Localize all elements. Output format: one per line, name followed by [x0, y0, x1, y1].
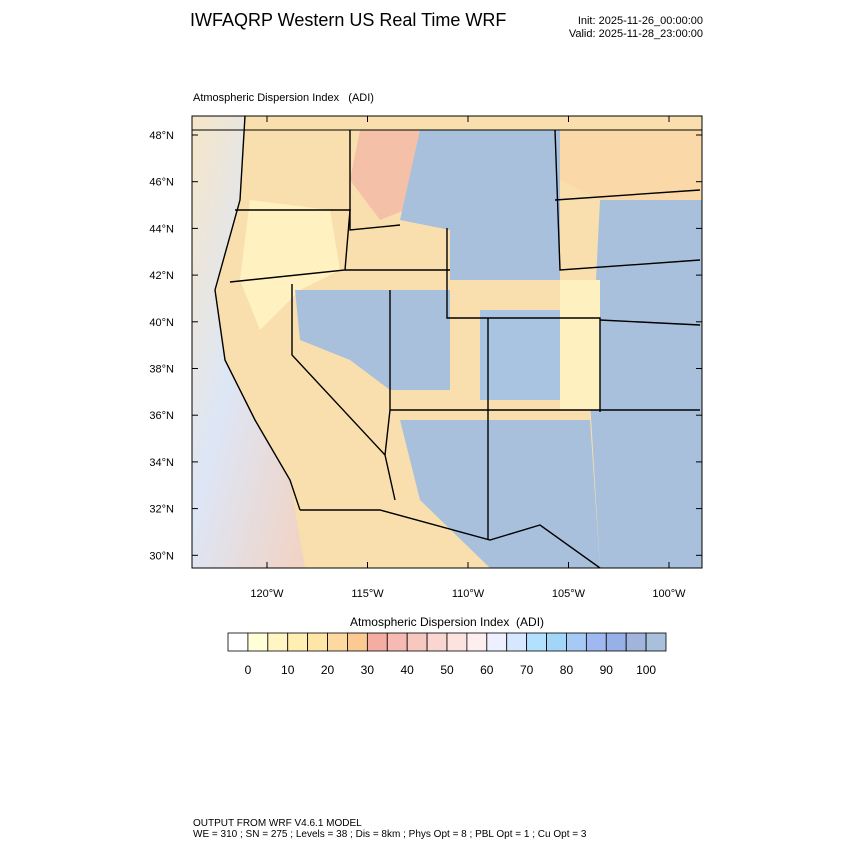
- lon-label: 115°W: [351, 588, 384, 600]
- lat-label: 42°N: [149, 270, 174, 282]
- field-patch: [560, 280, 600, 410]
- colorbar-tick-label: 20: [321, 663, 335, 677]
- lon-label: 105°W: [552, 588, 586, 600]
- lat-label: 46°N: [149, 177, 174, 189]
- colorbar-box: [645, 632, 667, 652]
- colorbar-box: [227, 632, 249, 652]
- field-patch: [480, 310, 560, 400]
- colorbar-box: [506, 632, 528, 652]
- lat-label: 40°N: [149, 317, 174, 329]
- lat-label: 48°N: [149, 130, 174, 142]
- border: [554, 129, 701, 271]
- colorbar-box: [247, 632, 269, 652]
- colorbar-box: [366, 632, 388, 652]
- colorbar-box: [446, 632, 468, 652]
- colorbar-box: [605, 632, 627, 652]
- lat-label: 34°N: [149, 457, 174, 469]
- field-patch: [400, 130, 560, 280]
- border: [291, 284, 396, 501]
- colorbar-label: Atmospheric Dispersion Index (ADI): [350, 615, 544, 629]
- colorbar-tick-label: 10: [281, 663, 295, 677]
- colorbar-tick-label: 50: [440, 663, 454, 677]
- border: [554, 189, 701, 201]
- colorbar-tick-label: 60: [480, 663, 494, 677]
- colorbar-tick-label: 0: [245, 663, 252, 677]
- lat-label: 38°N: [149, 364, 174, 376]
- colorbar-tick-label: 100: [636, 663, 656, 677]
- colorbar-tick-label: 90: [600, 663, 614, 677]
- footer-line: WE = 310 ; SN = 275 ; Levels = 38 ; Dis …: [193, 829, 587, 840]
- field-patch: [400, 420, 600, 568]
- lat-label: 44°N: [149, 223, 174, 235]
- colorbar-box: [386, 632, 408, 652]
- colorbar-box: [327, 632, 348, 652]
- title: IWFAQRP Western US Real Time WRF: [190, 10, 506, 30]
- border: [599, 319, 701, 326]
- colorbar-box: [406, 632, 428, 652]
- lon-label: 120°W: [250, 588, 284, 600]
- border: [229, 209, 351, 283]
- border: [300, 509, 601, 568]
- colorbar-box: [546, 632, 567, 652]
- field-patch: [295, 290, 450, 390]
- lon-label: 110°W: [452, 588, 485, 600]
- colorbar-tick-label: 70: [520, 663, 534, 677]
- border: [446, 228, 601, 412]
- map-title: Atmospheric Dispersion Index (ADI): [193, 92, 374, 104]
- colorbar-box: [486, 632, 508, 652]
- colorbar-tick-label: 30: [361, 663, 375, 677]
- colorbar-box: [526, 632, 547, 652]
- colorbar-tick-label: 80: [560, 663, 574, 677]
- lon-label: 100°W: [652, 588, 686, 600]
- colorbar-box: [426, 632, 448, 652]
- colorbar-box: [267, 632, 289, 652]
- footer-line: OUTPUT FROM WRF V4.6.1 MODEL: [193, 818, 362, 829]
- colorbar-box: [347, 632, 368, 652]
- colorbar-box: [466, 632, 488, 652]
- colorbar-box: [625, 632, 647, 652]
- ocean: [192, 116, 305, 568]
- lat-label: 36°N: [149, 410, 174, 422]
- coastline: [214, 116, 301, 511]
- field-patch: [590, 200, 702, 568]
- lat-label: 32°N: [149, 504, 174, 516]
- border: [349, 130, 401, 231]
- state-borders: [192, 116, 702, 568]
- map-frame: [191, 115, 703, 569]
- field-patch: [240, 200, 340, 330]
- lat-label: 30°N: [149, 550, 174, 562]
- colorbar-box: [287, 632, 309, 652]
- valid-time: Valid: 2025-11-28_23:00:00: [569, 28, 703, 40]
- init-time: Init: 2025-11-26_00:00:00: [578, 15, 703, 27]
- colorbar-box: [566, 632, 587, 652]
- colorbar-box: [585, 632, 607, 652]
- field-patch: [560, 130, 702, 200]
- map-field: [192, 116, 702, 568]
- colorbar-box: [307, 632, 328, 652]
- colorbar-tick-label: 40: [401, 663, 415, 677]
